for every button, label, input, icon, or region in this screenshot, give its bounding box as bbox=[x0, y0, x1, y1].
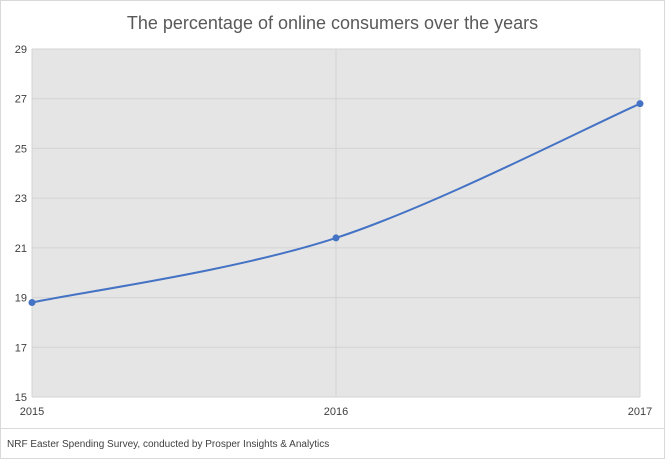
y-tick-label: 23 bbox=[15, 193, 27, 205]
data-point bbox=[332, 234, 340, 242]
y-tick-label: 19 bbox=[15, 293, 27, 305]
y-tick-label: 29 bbox=[15, 44, 27, 56]
plot-area: 15 17 19 21 23 25 27 29 2015 2016 2017 bbox=[15, 44, 652, 418]
x-tick-label: 2016 bbox=[324, 406, 348, 418]
source-divider bbox=[1, 428, 664, 429]
source-note: NRF Easter Spending Survey, conducted by… bbox=[7, 439, 330, 450]
y-tick-label: 27 bbox=[15, 94, 27, 106]
data-point bbox=[636, 100, 644, 108]
chart-title: The percentage of online consumers over … bbox=[126, 13, 539, 33]
y-tick-label: 15 bbox=[15, 392, 27, 404]
x-tick-label: 2015 bbox=[20, 406, 44, 418]
y-tick-label: 21 bbox=[15, 243, 27, 255]
data-point bbox=[28, 299, 36, 307]
y-tick-label: 17 bbox=[15, 342, 27, 354]
x-tick-label: 2017 bbox=[628, 406, 652, 418]
y-tick-label: 25 bbox=[15, 143, 27, 155]
